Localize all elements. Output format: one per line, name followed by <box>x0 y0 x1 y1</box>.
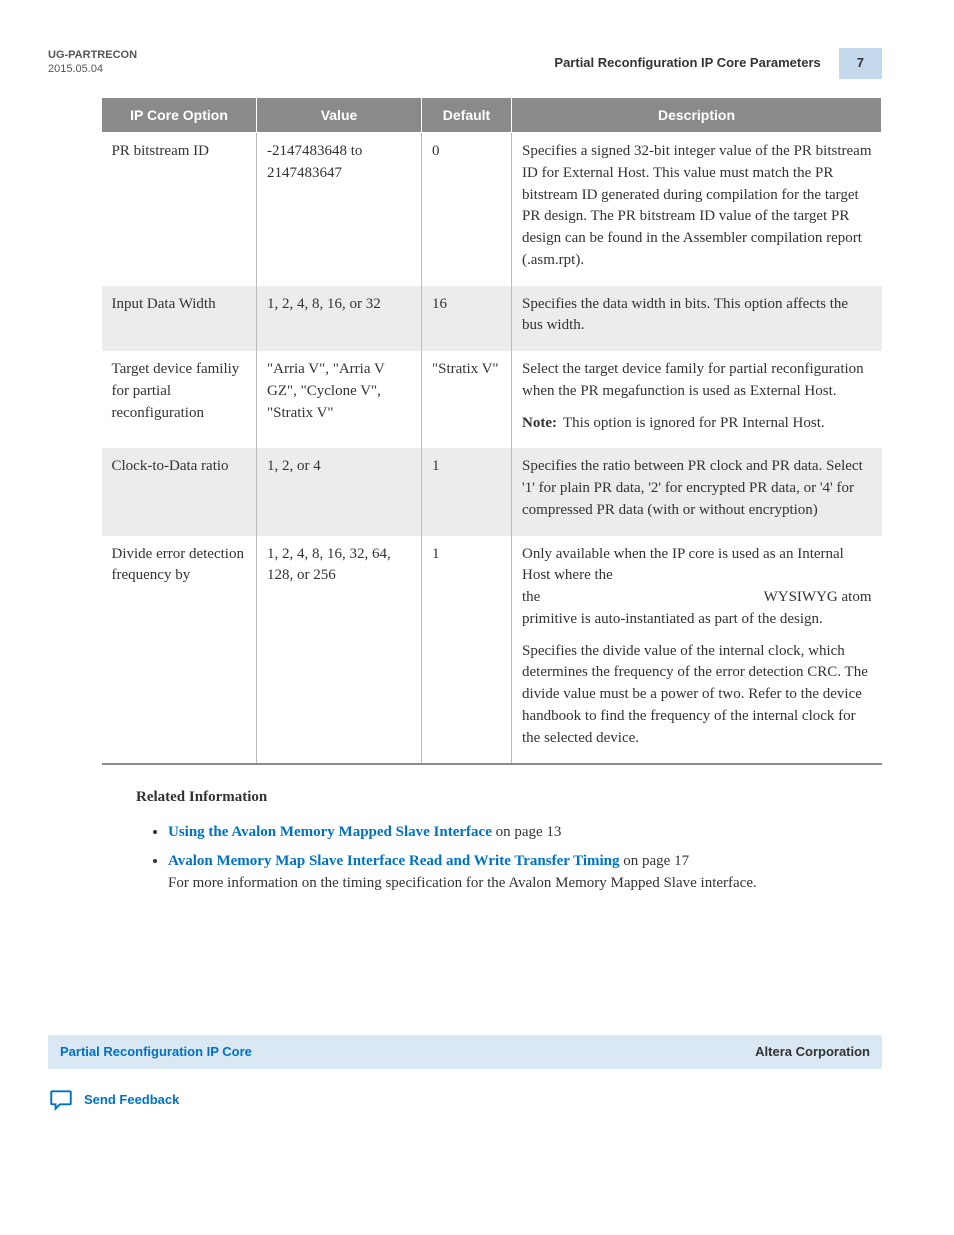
related-suffix: on page 17 <box>620 853 690 869</box>
send-feedback-label: Send Feedback <box>84 1091 179 1110</box>
parameters-table: IP Core Option Value Default Description… <box>101 97 882 766</box>
cell-description: Specifies a signed 32-bit integer value … <box>512 133 882 286</box>
col-header-value: Value <box>257 97 422 132</box>
table-row: Clock-to-Data ratio 1, 2, or 4 1 Specifi… <box>102 448 882 535</box>
note-label: Note: <box>522 413 557 435</box>
cell-option: Target device familiy for partial reconf… <box>102 351 257 448</box>
desc-text: Specifies the divide value of the intern… <box>522 641 872 750</box>
desc-text: Specifies a signed 32-bit integer value … <box>522 141 872 272</box>
cell-option: PR bitstream ID <box>102 133 257 286</box>
cell-value: -2147483648 to 2147483647 <box>257 133 422 286</box>
related-link[interactable]: Avalon Memory Map Slave Interface Read a… <box>168 853 620 869</box>
cell-description: Specifies the ratio between PR clock and… <box>512 448 882 535</box>
table-row: Target device familiy for partial reconf… <box>102 351 882 448</box>
footer-bar: Partial Reconfiguration IP Core Altera C… <box>48 1035 882 1070</box>
cell-option: Clock-to-Data ratio <box>102 448 257 535</box>
doc-date: 2015.05.04 <box>48 62 137 76</box>
send-feedback-button[interactable]: Send Feedback <box>48 1087 882 1113</box>
footer-company: Altera Corporation <box>755 1043 870 1062</box>
related-link[interactable]: Using the Avalon Memory Mapped Slave Int… <box>168 824 492 840</box>
note-text: This option is ignored for PR Internal H… <box>563 413 825 435</box>
col-header-default: Default <box>422 97 512 132</box>
cell-option: Divide error detection frequency by <box>102 536 257 765</box>
desc-text: Specifies the ratio between PR clock and… <box>522 456 872 521</box>
related-item: Using the Avalon Memory Mapped Slave Int… <box>168 821 882 844</box>
header-right: Partial Reconfiguration IP Core Paramete… <box>554 48 882 79</box>
cell-value: 1, 2, 4, 8, 16, 32, 64, 128, or 256 <box>257 536 422 765</box>
desc-text-wysiwyg: Only available when the IP core is used … <box>522 544 872 631</box>
doc-id: UG-PARTRECON <box>48 48 137 62</box>
cell-description: Only available when the IP core is used … <box>512 536 882 765</box>
table-header: IP Core Option Value Default Description <box>102 97 882 132</box>
desc-prefix: Only available when the IP core is used … <box>522 544 872 588</box>
cell-default: 0 <box>422 133 512 286</box>
table-row: Divide error detection frequency by 1, 2… <box>102 536 882 765</box>
desc-text: Select the target device family for part… <box>522 359 872 403</box>
cell-value: 1, 2, or 4 <box>257 448 422 535</box>
cell-default: 16 <box>422 286 512 352</box>
cell-description: Select the target device family for part… <box>512 351 882 448</box>
related-item: Avalon Memory Map Slave Interface Read a… <box>168 850 882 895</box>
desc-suffix: primitive is auto-instantiated as part o… <box>522 611 823 627</box>
table-row: Input Data Width 1, 2, 4, 8, 16, or 32 1… <box>102 286 882 352</box>
cell-default: "Stratix V" <box>422 351 512 448</box>
desc-wysiwyg: WYSIWYG atom <box>764 587 872 609</box>
related-detail: For more information on the timing speci… <box>168 872 882 895</box>
desc-text: Specifies the data width in bits. This o… <box>522 294 872 338</box>
section-title: Partial Reconfiguration IP Core Paramete… <box>554 54 820 73</box>
cell-value: 1, 2, 4, 8, 16, or 32 <box>257 286 422 352</box>
desc-the: the <box>522 587 540 609</box>
cell-option: Input Data Width <box>102 286 257 352</box>
col-header-option: IP Core Option <box>102 97 257 132</box>
footer-doc-link[interactable]: Partial Reconfiguration IP Core <box>60 1043 252 1062</box>
cell-description: Specifies the data width in bits. This o… <box>512 286 882 352</box>
cell-default: 1 <box>422 448 512 535</box>
col-header-description: Description <box>512 97 882 132</box>
doc-meta: UG-PARTRECON 2015.05.04 <box>48 48 137 77</box>
related-information: Related Information Using the Avalon Mem… <box>136 787 882 894</box>
desc-note: Note: This option is ignored for PR Inte… <box>522 413 872 435</box>
page-header: UG-PARTRECON 2015.05.04 Partial Reconfig… <box>48 48 882 79</box>
speech-bubble-icon <box>48 1087 74 1113</box>
cell-value: "Arria V", "Arria V GZ", "Cyclone V", "S… <box>257 351 422 448</box>
cell-default: 1 <box>422 536 512 765</box>
related-suffix: on page 13 <box>492 824 562 840</box>
table-row: PR bitstream ID -2147483648 to 214748364… <box>102 133 882 286</box>
page-number: 7 <box>839 48 882 79</box>
related-heading: Related Information <box>136 787 882 809</box>
